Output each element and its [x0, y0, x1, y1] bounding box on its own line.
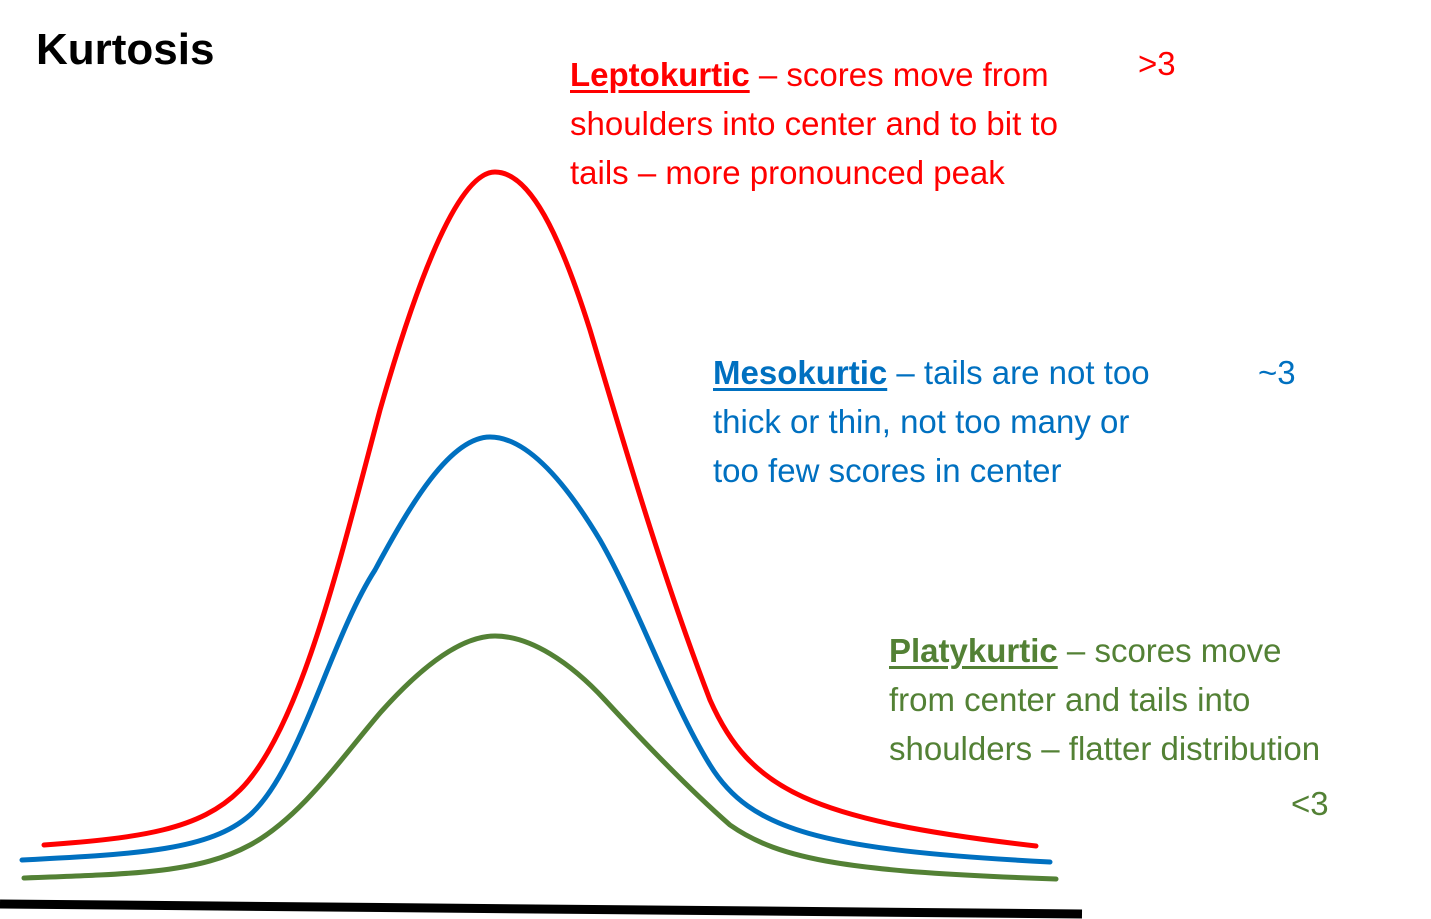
mesokurtic-text-2: thick or thin, not too many or	[713, 403, 1130, 440]
platykurtic-text-1: – scores move	[1057, 632, 1282, 669]
leptokurtic-text-2: shoulders into center and to bit to	[570, 105, 1058, 142]
mesokurtic-line-1: Mesokurtic – tails are not too	[713, 348, 1150, 397]
mesokurtic-description: Mesokurtic – tails are not too thick or …	[713, 348, 1150, 495]
platykurtic-text-3: shoulders – flatter distribution	[889, 730, 1321, 767]
leptokurtic-description: Leptokurtic – scores move from shoulders…	[570, 50, 1058, 197]
baseline-axis	[0, 899, 1083, 919]
leptokurtic-line-1: Leptokurtic – scores move from	[570, 50, 1058, 99]
page-title: Kurtosis	[36, 25, 215, 74]
leptokurtic-term: Leptokurtic	[570, 56, 750, 93]
platykurtic-text-2: from center and tails into	[889, 681, 1251, 718]
mesokurtic-curve	[19, 434, 1053, 865]
leptokurtic-text-1: – scores move from	[749, 56, 1049, 93]
mesokurtic-text-3: too few scores in center	[713, 452, 1062, 489]
platykurtic-description: Platykurtic – scores move from center an…	[889, 626, 1320, 773]
platykurtic-term: Platykurtic	[889, 632, 1058, 669]
leptokurtic-value: >3	[1138, 45, 1176, 82]
mesokurtic-text-1: – tails are not too	[887, 354, 1150, 391]
platykurtic-value: <3	[1291, 785, 1329, 822]
leptokurtic-text-3: tails – more pronounced peak	[570, 154, 1005, 191]
mesokurtic-value: ~3	[1258, 354, 1296, 391]
leptokurtic-curve	[41, 169, 1039, 849]
platykurtic-line-1: Platykurtic – scores move	[889, 626, 1320, 675]
mesokurtic-term: Mesokurtic	[713, 354, 888, 391]
platykurtic-curve	[21, 633, 1059, 882]
